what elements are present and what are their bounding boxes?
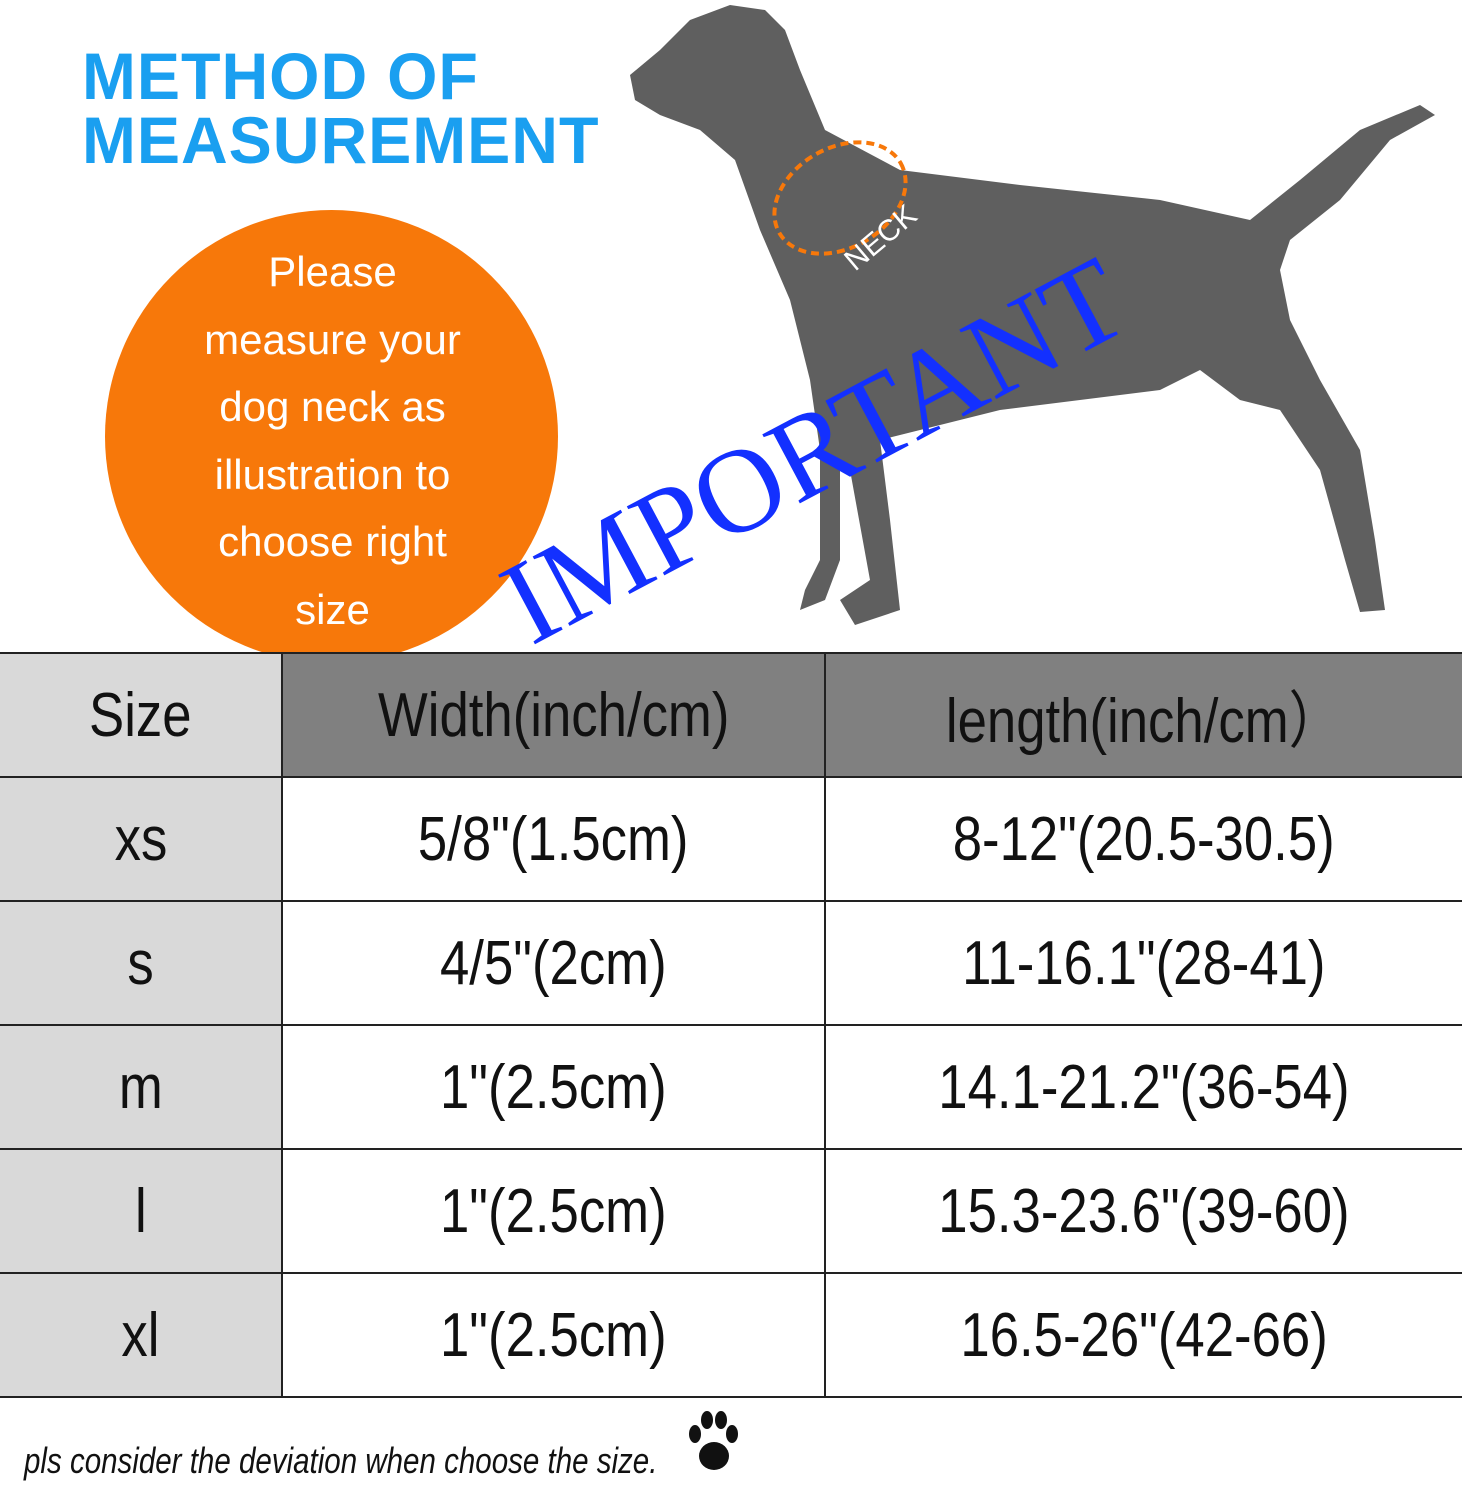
- size-cell: s: [0, 900, 283, 1026]
- instruction-line: size: [295, 585, 370, 633]
- dog-illustration: NECK: [630, 5, 1435, 625]
- instruction-line: Please: [268, 248, 397, 295]
- title-line-1: METHOD OF: [82, 39, 479, 113]
- instruction-text: Please measure your dog neck as illustra…: [150, 238, 515, 643]
- title: METHOD OF MEASUREMENT: [82, 39, 600, 177]
- size-cell: xs: [0, 776, 283, 902]
- length-cell: 16.5-26"(42-66): [824, 1272, 1462, 1398]
- length-cell: 15.3-23.6"(39-60): [824, 1148, 1462, 1274]
- size-cell: l: [0, 1148, 283, 1274]
- width-cell: 1"(2.5cm): [281, 1148, 826, 1274]
- width-cell: 4/5"(2cm): [281, 900, 826, 1026]
- width-cell: 1"(2.5cm): [281, 1024, 826, 1150]
- size-cell: xl: [0, 1272, 283, 1398]
- table-header: Size Width(inch/cm) length(inch/cm）: [0, 652, 1462, 778]
- deviation-note: pls consider the deviation when choose t…: [24, 1440, 658, 1481]
- dog-silhouette: [630, 5, 1435, 625]
- table-row: m 1"(2.5cm) 14.1-21.2"(36-54): [0, 1024, 1462, 1150]
- size-table: Size Width(inch/cm) length(inch/cm） xs 5…: [0, 652, 1462, 1398]
- table-row: l 1"(2.5cm) 15.3-23.6"(39-60): [0, 1148, 1462, 1274]
- size-cell: m: [0, 1024, 283, 1150]
- instruction-line: choose right: [218, 518, 447, 565]
- neck-measure-ring: [772, 140, 908, 256]
- title-line-2: MEASUREMENT: [82, 103, 600, 177]
- width-cell: 1"(2.5cm): [281, 1272, 826, 1398]
- length-cell: 14.1-21.2"(36-54): [824, 1024, 1462, 1150]
- table-row: xl 1"(2.5cm) 16.5-26"(42-66): [0, 1272, 1462, 1398]
- instruction-line: measure your: [204, 315, 461, 363]
- header-cell: Width(inch/cm): [281, 652, 826, 778]
- width-cell: 5/8"(1.5cm): [281, 776, 826, 902]
- table-row: s 4/5"(2cm) 11-16.1"(28-41): [0, 900, 1462, 1026]
- instruction-line: illustration to: [214, 450, 451, 498]
- header-cell: length(inch/cm）: [824, 652, 1462, 778]
- length-cell: 8-12"(20.5-30.5): [824, 776, 1462, 902]
- paw-icon: [689, 1411, 738, 1470]
- length-cell: 11-16.1"(28-41): [824, 900, 1462, 1026]
- instruction-circle: [105, 210, 558, 663]
- instruction-line: dog neck as: [219, 383, 446, 430]
- table-row: xs 5/8"(1.5cm) 8-12"(20.5-30.5): [0, 776, 1462, 902]
- header-cell: Size: [0, 652, 283, 778]
